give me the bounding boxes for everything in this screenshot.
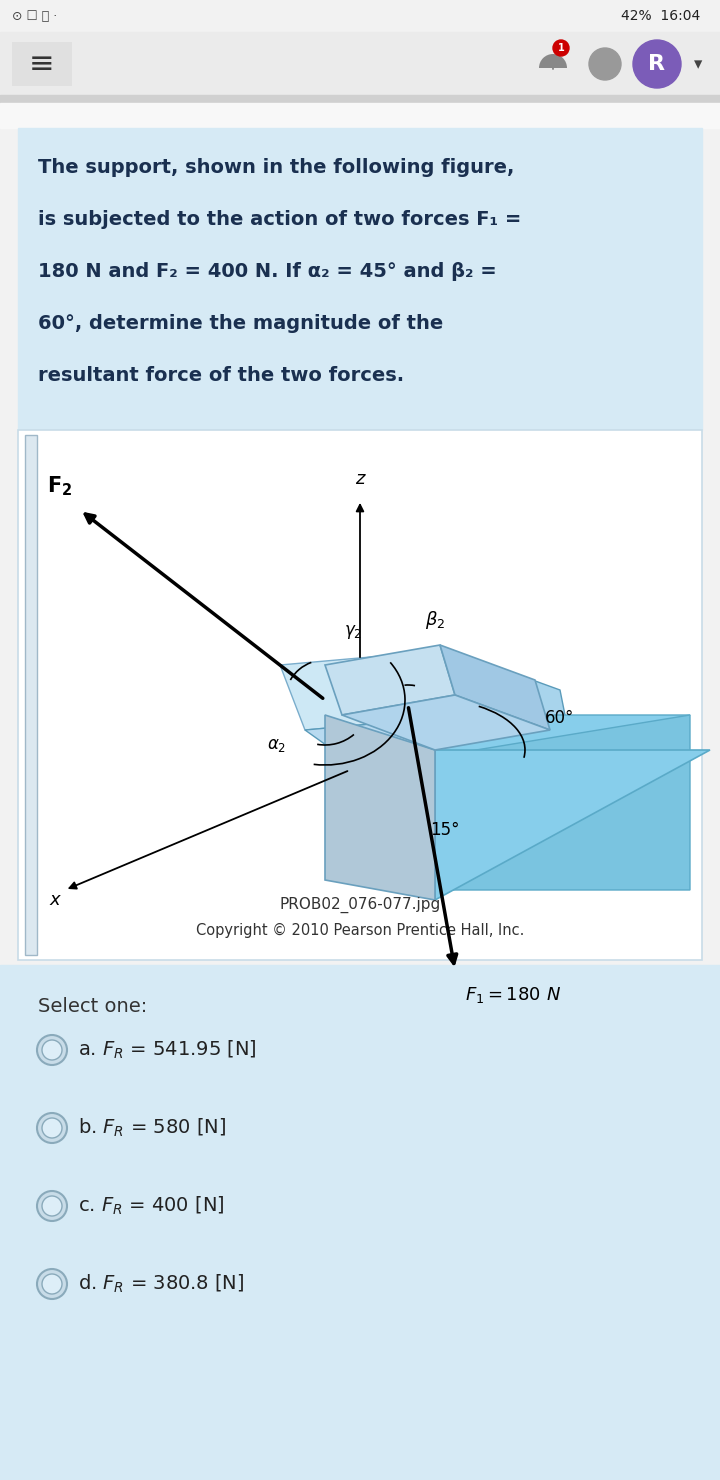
Text: Copyright © 2010 Pearson Prentice Hall, Inc.: Copyright © 2010 Pearson Prentice Hall, … xyxy=(196,922,524,937)
Text: x: x xyxy=(50,891,60,909)
Bar xyxy=(18,431,702,961)
Polygon shape xyxy=(280,650,470,730)
Circle shape xyxy=(42,1117,62,1138)
Bar xyxy=(18,127,702,431)
Circle shape xyxy=(553,40,569,56)
Text: z: z xyxy=(355,471,365,488)
Text: 15°: 15° xyxy=(430,821,459,839)
Bar xyxy=(0,1375,720,1480)
FancyBboxPatch shape xyxy=(12,41,72,86)
Circle shape xyxy=(42,1274,62,1294)
Text: 42%  16:04: 42% 16:04 xyxy=(621,9,700,24)
Bar xyxy=(25,435,37,955)
Circle shape xyxy=(589,47,621,80)
Polygon shape xyxy=(435,750,710,900)
Polygon shape xyxy=(342,696,550,750)
Circle shape xyxy=(37,1268,67,1299)
Circle shape xyxy=(37,1113,67,1143)
Text: R: R xyxy=(649,53,665,74)
Text: 60°: 60° xyxy=(545,709,575,727)
Polygon shape xyxy=(325,715,435,900)
Polygon shape xyxy=(415,715,690,889)
Text: Select one:: Select one: xyxy=(38,998,148,1015)
Polygon shape xyxy=(440,645,550,730)
Circle shape xyxy=(37,1191,67,1221)
Text: b. $F_R$ = 580 [N]: b. $F_R$ = 580 [N] xyxy=(78,1117,226,1140)
Polygon shape xyxy=(450,650,580,790)
Text: $\beta_2$: $\beta_2$ xyxy=(425,608,445,630)
Text: PROB02_076-077.jpg: PROB02_076-077.jpg xyxy=(279,897,441,913)
Polygon shape xyxy=(415,715,690,881)
Polygon shape xyxy=(325,645,455,715)
Text: ▾: ▾ xyxy=(694,55,702,73)
Text: 1: 1 xyxy=(557,43,564,53)
Circle shape xyxy=(37,1035,67,1066)
Bar xyxy=(0,0,720,33)
Text: a. $F_R$ = 541.95 [N]: a. $F_R$ = 541.95 [N] xyxy=(78,1039,257,1061)
Bar xyxy=(0,104,720,127)
Text: $\gamma_2$: $\gamma_2$ xyxy=(344,623,362,641)
Text: c. $F_R$ = 400 [N]: c. $F_R$ = 400 [N] xyxy=(78,1194,225,1217)
Text: is subjected to the action of two forces F₁ =: is subjected to the action of two forces… xyxy=(38,210,521,229)
Bar xyxy=(0,95,720,104)
Text: ⊙ ☐ ⬛ ·: ⊙ ☐ ⬛ · xyxy=(12,9,58,22)
Text: $F_1 = 180$ N: $F_1 = 180$ N xyxy=(465,986,561,1005)
Text: $\mathbf{F_2}$: $\mathbf{F_2}$ xyxy=(48,475,73,497)
Bar xyxy=(0,965,720,1375)
Circle shape xyxy=(42,1196,62,1217)
Circle shape xyxy=(633,40,681,87)
Text: d. $F_R$ = 380.8 [N]: d. $F_R$ = 380.8 [N] xyxy=(78,1273,244,1295)
Text: resultant force of the two forces.: resultant force of the two forces. xyxy=(38,366,404,385)
Text: ≡: ≡ xyxy=(30,49,55,78)
Circle shape xyxy=(42,1040,62,1060)
Text: 60°, determine the magnitude of the: 60°, determine the magnitude of the xyxy=(38,314,444,333)
Bar xyxy=(0,33,720,95)
Text: 180 N and F₂ = 400 N. If α₂ = 45° and β₂ =: 180 N and F₂ = 400 N. If α₂ = 45° and β₂… xyxy=(38,262,497,281)
Wedge shape xyxy=(539,53,567,68)
Text: $\alpha_2$: $\alpha_2$ xyxy=(267,736,287,753)
Polygon shape xyxy=(305,715,580,805)
Text: The support, shown in the following figure,: The support, shown in the following figu… xyxy=(38,158,514,178)
